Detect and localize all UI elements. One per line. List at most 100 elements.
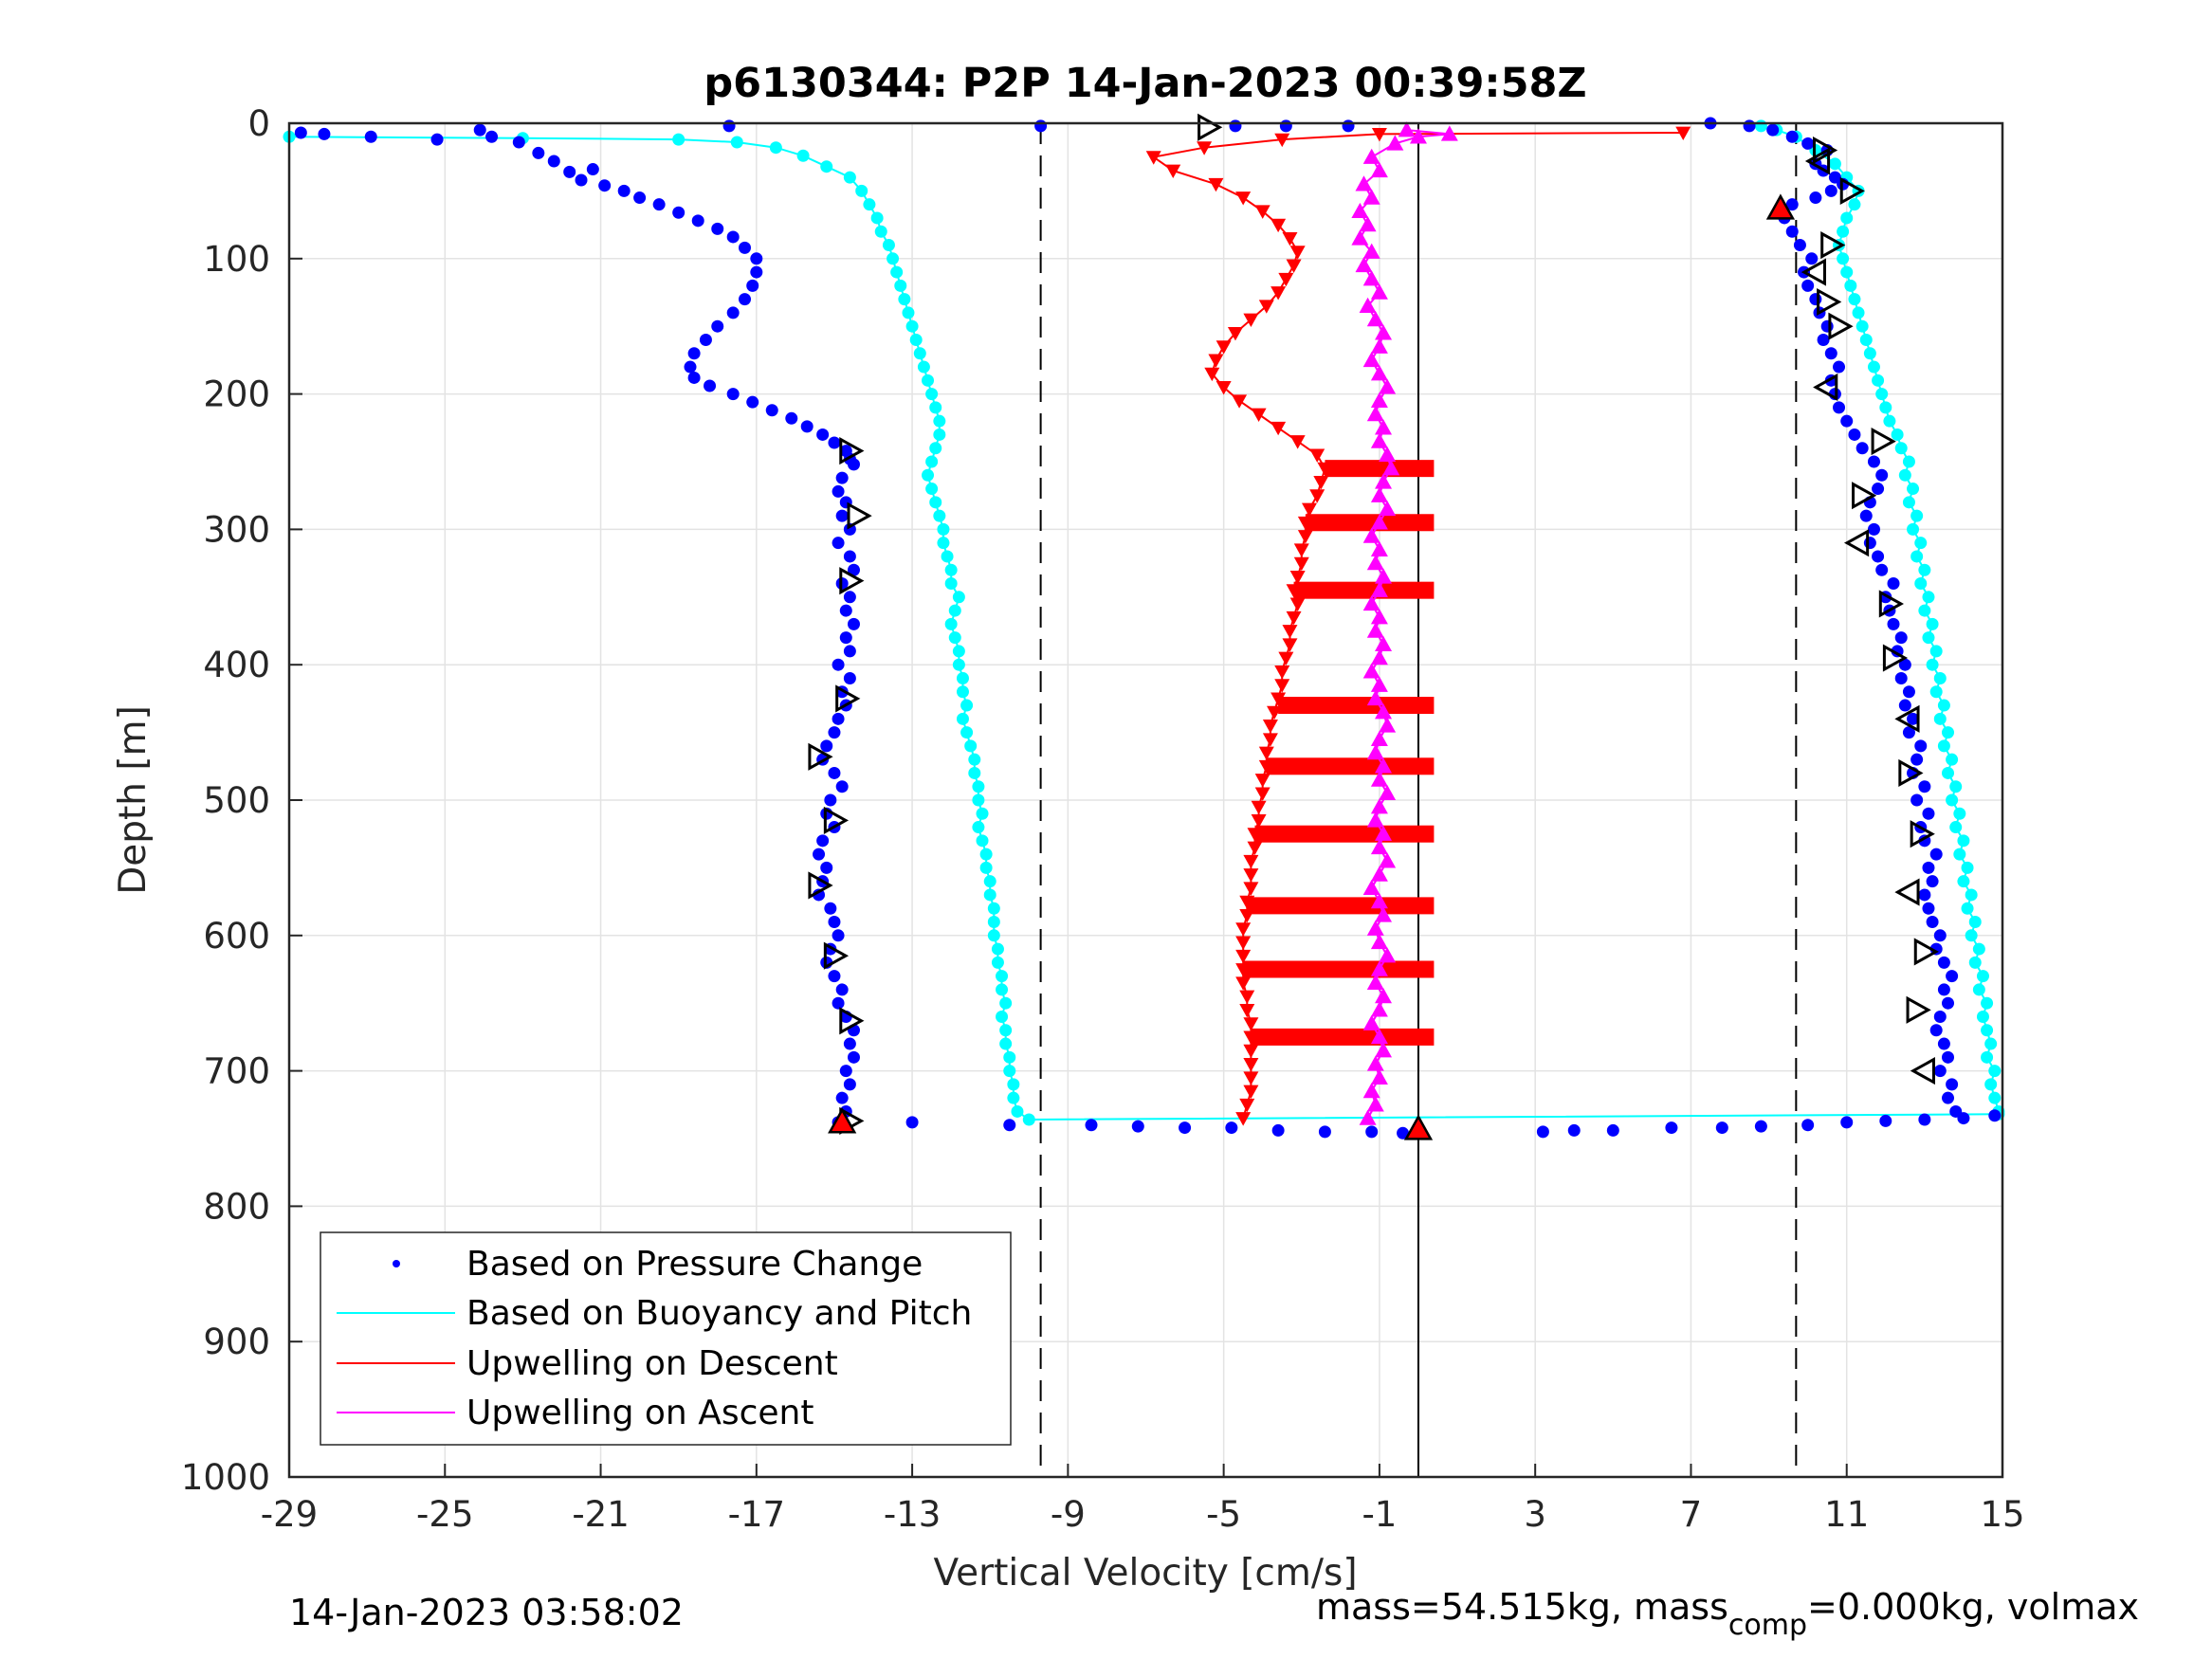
pressure-point: [832, 537, 845, 550]
y-tick-label: 1000: [181, 1457, 270, 1498]
pressure-point: [843, 591, 856, 604]
ascent-upwelling-point: [1362, 351, 1380, 368]
ascent-upwelling-point: [1409, 128, 1427, 144]
pressure-point: [1766, 123, 1780, 137]
buoyancy-point: [948, 631, 961, 645]
buoyancy-point: [1848, 198, 1861, 211]
descent-upwelling-band: [1251, 1028, 1435, 1046]
ascent-upwelling-point: [1370, 960, 1388, 976]
pressure-point: [785, 411, 798, 425]
descent-upwelling-point: [1282, 231, 1298, 246]
pressure-point: [1898, 699, 1911, 712]
pressure-point: [726, 230, 740, 244]
pressure-point: [1833, 360, 1846, 374]
buoyancy-point: [1961, 902, 1974, 915]
pressure-point: [828, 970, 841, 983]
pressure-point: [1918, 1113, 1931, 1126]
x-tick-label: 7: [1680, 1494, 1703, 1535]
descent-glide-marker: [808, 871, 833, 900]
ascent-upwelling-point: [1362, 663, 1380, 679]
buoyancy-point: [1011, 1104, 1024, 1118]
descent-upwelling-point: [1251, 814, 1267, 829]
pressure-point: [839, 604, 852, 617]
buoyancy-point: [1828, 157, 1841, 171]
buoyancy-point: [987, 916, 1000, 929]
pressure-point: [1875, 563, 1889, 576]
ascent-upwelling-point: [1379, 852, 1397, 868]
pressure-point: [1926, 875, 1939, 888]
buoyancy-point: [1879, 401, 1892, 414]
buoyancy-point: [1953, 848, 1966, 861]
buoyancy-point: [820, 160, 833, 173]
pressure-point: [1902, 726, 1915, 739]
pressure-point: [691, 214, 704, 228]
ascent-upwelling-point: [1366, 1055, 1384, 1071]
x-axis-label: Vertical Velocity [cm/s]: [933, 1552, 1357, 1595]
ascent-upwelling-point: [1375, 635, 1393, 651]
pressure-point: [820, 739, 833, 753]
buoyancy-point: [972, 793, 985, 807]
pressure-point: [750, 265, 763, 279]
buoyancy-point: [1914, 577, 1928, 591]
pressure-point: [699, 333, 712, 346]
buoyancy-point: [1929, 645, 1943, 658]
pressure-point: [1397, 1126, 1410, 1139]
descent-upwelling-point: [1289, 435, 1306, 449]
legend-box: [320, 1231, 1012, 1446]
buoyancy-point: [948, 604, 961, 617]
descent-upwelling-point: [1243, 1058, 1259, 1072]
descent-upwelling-point: [1145, 151, 1161, 165]
pressure-point: [1887, 617, 1900, 630]
pressure-point: [1848, 428, 1861, 441]
buoyancy-point: [976, 807, 989, 820]
ascent-upwelling-point: [1370, 609, 1388, 625]
ascent-upwelling-point: [1366, 406, 1384, 422]
pressure-point: [1342, 119, 1355, 133]
pressure-point: [1910, 793, 1924, 807]
buoyancy-point: [1988, 1091, 2002, 1104]
buoyancy-point: [894, 279, 907, 292]
ascent-glide-marker: [1817, 287, 1842, 317]
pressure-point: [839, 631, 852, 645]
pressure-point: [687, 347, 701, 360]
buoyancy-point: [1910, 509, 1924, 522]
descent-upwelling-point: [1258, 300, 1274, 314]
ascent-upwelling-point: [1366, 689, 1384, 706]
pressure-point: [800, 420, 814, 433]
pressure-point: [1922, 861, 1935, 874]
pressure-point: [704, 379, 717, 392]
buoyancy-point: [1957, 834, 1970, 848]
buoyancy-point: [1946, 753, 1959, 766]
descent-upwelling-point: [1293, 543, 1309, 557]
buoyancy-point: [1942, 766, 1955, 779]
pressure-point: [1318, 1125, 1331, 1139]
ascent-upwelling-point: [1379, 784, 1397, 801]
y-tick-label: 600: [203, 916, 270, 957]
buoyancy-point: [1872, 374, 1885, 387]
legend: Based on Pressure Change Based on Buoyan…: [320, 1231, 1012, 1446]
pressure-point: [652, 198, 666, 211]
pressure-point: [1828, 171, 1841, 184]
pressure-point: [1785, 198, 1799, 211]
buoyancy-point: [1894, 442, 1908, 455]
descent-upwelling-point: [1278, 651, 1294, 666]
descent-upwelling-point: [1309, 448, 1325, 463]
descent-upwelling-point: [1271, 692, 1287, 706]
y-tick-label: 300: [203, 509, 270, 550]
pressure-point: [1817, 333, 1830, 346]
buoyancy-point: [999, 1024, 1013, 1037]
ascent-upwelling-point: [1366, 555, 1384, 571]
ascent-upwelling-point: [1370, 649, 1388, 665]
ascent-upwelling-point: [1366, 920, 1384, 936]
reference-lines: [1039, 123, 1798, 1477]
ascent-upwelling-point: [1375, 473, 1393, 489]
descent-upwelling-point: [1165, 164, 1181, 178]
buoyancy-point: [1848, 293, 1861, 306]
pressure-point: [828, 436, 841, 449]
descent-upwelling-band: [1325, 460, 1435, 478]
buoyancy-point: [983, 875, 996, 888]
buoyancy-point: [925, 455, 939, 468]
descent-upwelling-point: [1208, 354, 1224, 368]
buoyancy-point: [1910, 550, 1924, 563]
